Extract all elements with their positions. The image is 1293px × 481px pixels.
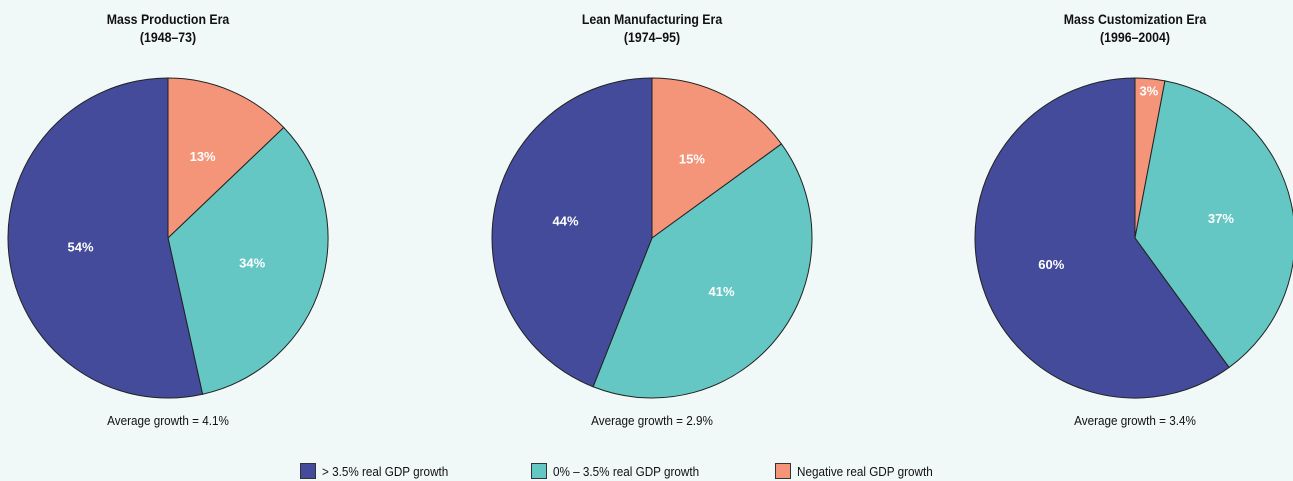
pie-slice-mid bbox=[167, 126, 329, 395]
pie-slice-mid bbox=[592, 143, 813, 399]
legend-label: 0% – 3.5% real GDP growth bbox=[553, 463, 700, 479]
pie-title-line1: Lean Manufacturing Era bbox=[581, 11, 723, 27]
pie-slice-label: 44% bbox=[553, 214, 579, 229]
pie-title-mass-customization: Mass Customization Era (1996–2004) bbox=[994, 10, 1276, 46]
legend-item-high: > 3.5% real GDP growth bbox=[300, 463, 462, 479]
pie-slice-label: 37% bbox=[1208, 211, 1234, 226]
pie-title-line1: Mass Production Era bbox=[106, 11, 230, 27]
pie-slice-label: 3% bbox=[1139, 83, 1158, 98]
average-growth-caption: Average growth = 2.9% bbox=[591, 413, 713, 428]
pie-slice-label: 15% bbox=[679, 152, 705, 167]
legend-item-negative: Negative real GDP growth bbox=[775, 463, 948, 479]
legend-label: > 3.5% real GDP growth bbox=[322, 463, 449, 479]
pie-title-mass-production: Mass Production Era (1948–73) bbox=[27, 10, 309, 46]
pie-slice-negative bbox=[167, 77, 285, 240]
legend-label: Negative real GDP growth bbox=[797, 463, 933, 479]
legend-swatch-negative bbox=[775, 463, 791, 479]
pie-slice-high bbox=[7, 77, 204, 399]
pie-slice-mid bbox=[1134, 80, 1293, 369]
legend-item-mid: 0% – 3.5% real GDP growth bbox=[531, 463, 715, 479]
pie-title-line2: (1948–73) bbox=[139, 29, 197, 45]
pie-slice-negative bbox=[651, 77, 783, 239]
pie-title-line2: (1996–2004) bbox=[1100, 29, 1170, 45]
pie-slice-high bbox=[491, 77, 653, 388]
pie-title-line1: Mass Customization Era bbox=[1063, 11, 1207, 27]
legend: > 3.5% real GDP growth 0% – 3.5% real GD… bbox=[0, 463, 1293, 481]
pie-charts: 13% 34% 54% 15% 41% 44% 3% 37% 60% bbox=[7, 77, 1293, 399]
pie-title-line2: (1974–95) bbox=[623, 29, 681, 45]
pie-slice-label: 13% bbox=[190, 149, 216, 164]
pie-slice-label: 34% bbox=[239, 256, 265, 271]
pie-slice-high bbox=[974, 77, 1230, 399]
pie-slice-label: 41% bbox=[709, 284, 735, 299]
legend-swatch-high bbox=[300, 463, 316, 479]
pie-slice-label: 60% bbox=[1038, 257, 1064, 272]
pie-title-lean-manufacturing: Lean Manufacturing Era (1974–95) bbox=[511, 10, 793, 46]
legend-swatch-mid bbox=[531, 463, 547, 479]
average-growth-caption: Average growth = 3.4% bbox=[1074, 413, 1196, 428]
average-growth-caption: Average growth = 4.1% bbox=[107, 413, 229, 428]
pie-slice-label: 54% bbox=[68, 240, 94, 255]
